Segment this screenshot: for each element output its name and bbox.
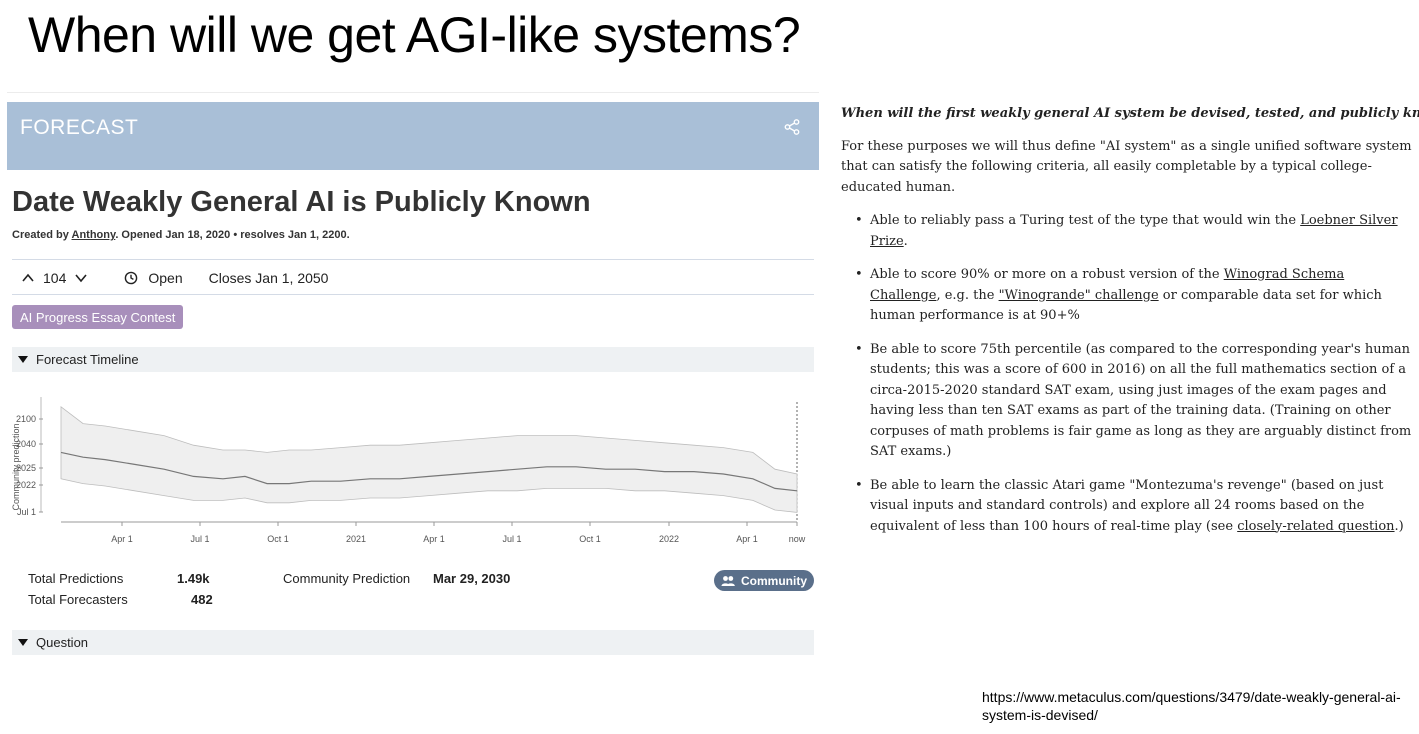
share-icon[interactable] (783, 118, 801, 136)
winograd-link[interactable]: Winograd Schema Challenge (870, 267, 1345, 303)
caret-down-icon (18, 638, 28, 646)
question-section-toggle[interactable]: Question (12, 630, 814, 655)
criteria-item: Be able to score 75th percentile (as com… (841, 340, 1413, 463)
x-tick-label: now (789, 534, 806, 544)
meta-dates: . Opened Jan 18, 2020 • resolves Jan 1, … (115, 229, 350, 241)
y-tick-label: 2040 (16, 439, 36, 449)
y-tick-label: 2025 (16, 463, 36, 473)
median-line (60, 451, 798, 492)
y-tick-label: Jul 1 (17, 507, 36, 517)
status-open: Open (148, 270, 183, 286)
vote-row: 104 Open Closes Jan 1, 2050 (21, 268, 328, 288)
x-tick-label: Jul 1 (190, 534, 209, 544)
criteria-item: Able to score 90% or more on a robust ve… (841, 265, 1413, 327)
x-tick-label: Oct 1 (579, 534, 601, 544)
question-meta: Created by Anthony. Opened Jan 18, 2020 … (12, 229, 350, 241)
question-title: Date Weakly General AI is Publicly Known (12, 186, 591, 218)
confidence-band (60, 405, 798, 513)
related-question-link[interactable]: closely-related question (1237, 518, 1395, 534)
downvote-chevron-icon[interactable] (74, 271, 88, 285)
criteria-text: When will the first weakly general AI sy… (841, 104, 1419, 550)
loebner-prize-link[interactable]: Loebner Silver Prize (870, 213, 1398, 249)
people-icon (721, 575, 735, 586)
winogrande-link[interactable]: "Winogrande" challenge (998, 287, 1159, 303)
criteria-item: Be able to learn the classic Atari game … (841, 476, 1413, 538)
y-tick-label: 2022 (16, 480, 36, 490)
total-forecasters-value: 482 (191, 592, 213, 607)
clock-icon (125, 271, 138, 285)
x-tick-label: Oct 1 (267, 534, 289, 544)
x-tick-label: Apr 1 (736, 534, 758, 544)
created-by-prefix: Created by (12, 229, 72, 241)
community-button-label: Community (741, 573, 807, 588)
community-button[interactable]: Community (714, 570, 814, 591)
criteria-intro: For these purposes we will thus define "… (841, 138, 1412, 195)
total-predictions-value: 1.49k (177, 571, 210, 586)
community-prediction-value: Mar 29, 2030 (433, 571, 511, 586)
slide-title: When will we get AGI-like systems? (28, 7, 801, 63)
panel-top-divider (7, 92, 819, 93)
upvote-chevron-icon[interactable] (21, 271, 35, 285)
x-tick-label: Jul 1 (502, 534, 521, 544)
caret-down-icon (18, 355, 28, 363)
forecast-timeline-toggle[interactable]: Forecast Timeline (12, 347, 814, 372)
total-predictions-label: Total Predictions (28, 571, 124, 586)
community-prediction-label: Community Prediction (283, 571, 411, 586)
closes-date: Closes Jan 1, 2050 (208, 270, 329, 286)
x-tick-label: 2021 (346, 534, 366, 544)
criteria-heading: When will the first weakly general AI sy… (841, 106, 1419, 121)
x-tick-label: Apr 1 (111, 534, 133, 544)
y-axis-title: Community prediction (11, 423, 21, 510)
source-url: https://www.metaculus.com/questions/3479… (982, 689, 1401, 723)
forecast-banner: FORECAST (7, 102, 819, 170)
vote-row-top-divider (12, 259, 814, 260)
question-section-label: Question (36, 635, 89, 650)
x-tick-label: 2022 (659, 534, 679, 544)
essay-contest-tag[interactable]: AI Progress Essay Contest (12, 305, 184, 329)
forecast-panel: FORECAST Date Weakly General AI is Publi… (7, 92, 819, 664)
vote-count: 104 (43, 270, 67, 286)
forecast-label: FORECAST (20, 116, 139, 139)
criteria-item: Able to reliably pass a Turing test of t… (841, 211, 1413, 252)
y-tick-label: 2100 (16, 414, 36, 424)
criteria-list: Able to reliably pass a Turing test of t… (841, 211, 1413, 537)
vote-row-bottom-divider (12, 294, 814, 295)
x-tick-label: Apr 1 (423, 534, 445, 544)
forecast-timeline-label: Forecast Timeline (36, 352, 139, 367)
total-forecasters-label: Total Forecasters (28, 592, 128, 607)
author-link[interactable]: Anthony (71, 229, 116, 241)
